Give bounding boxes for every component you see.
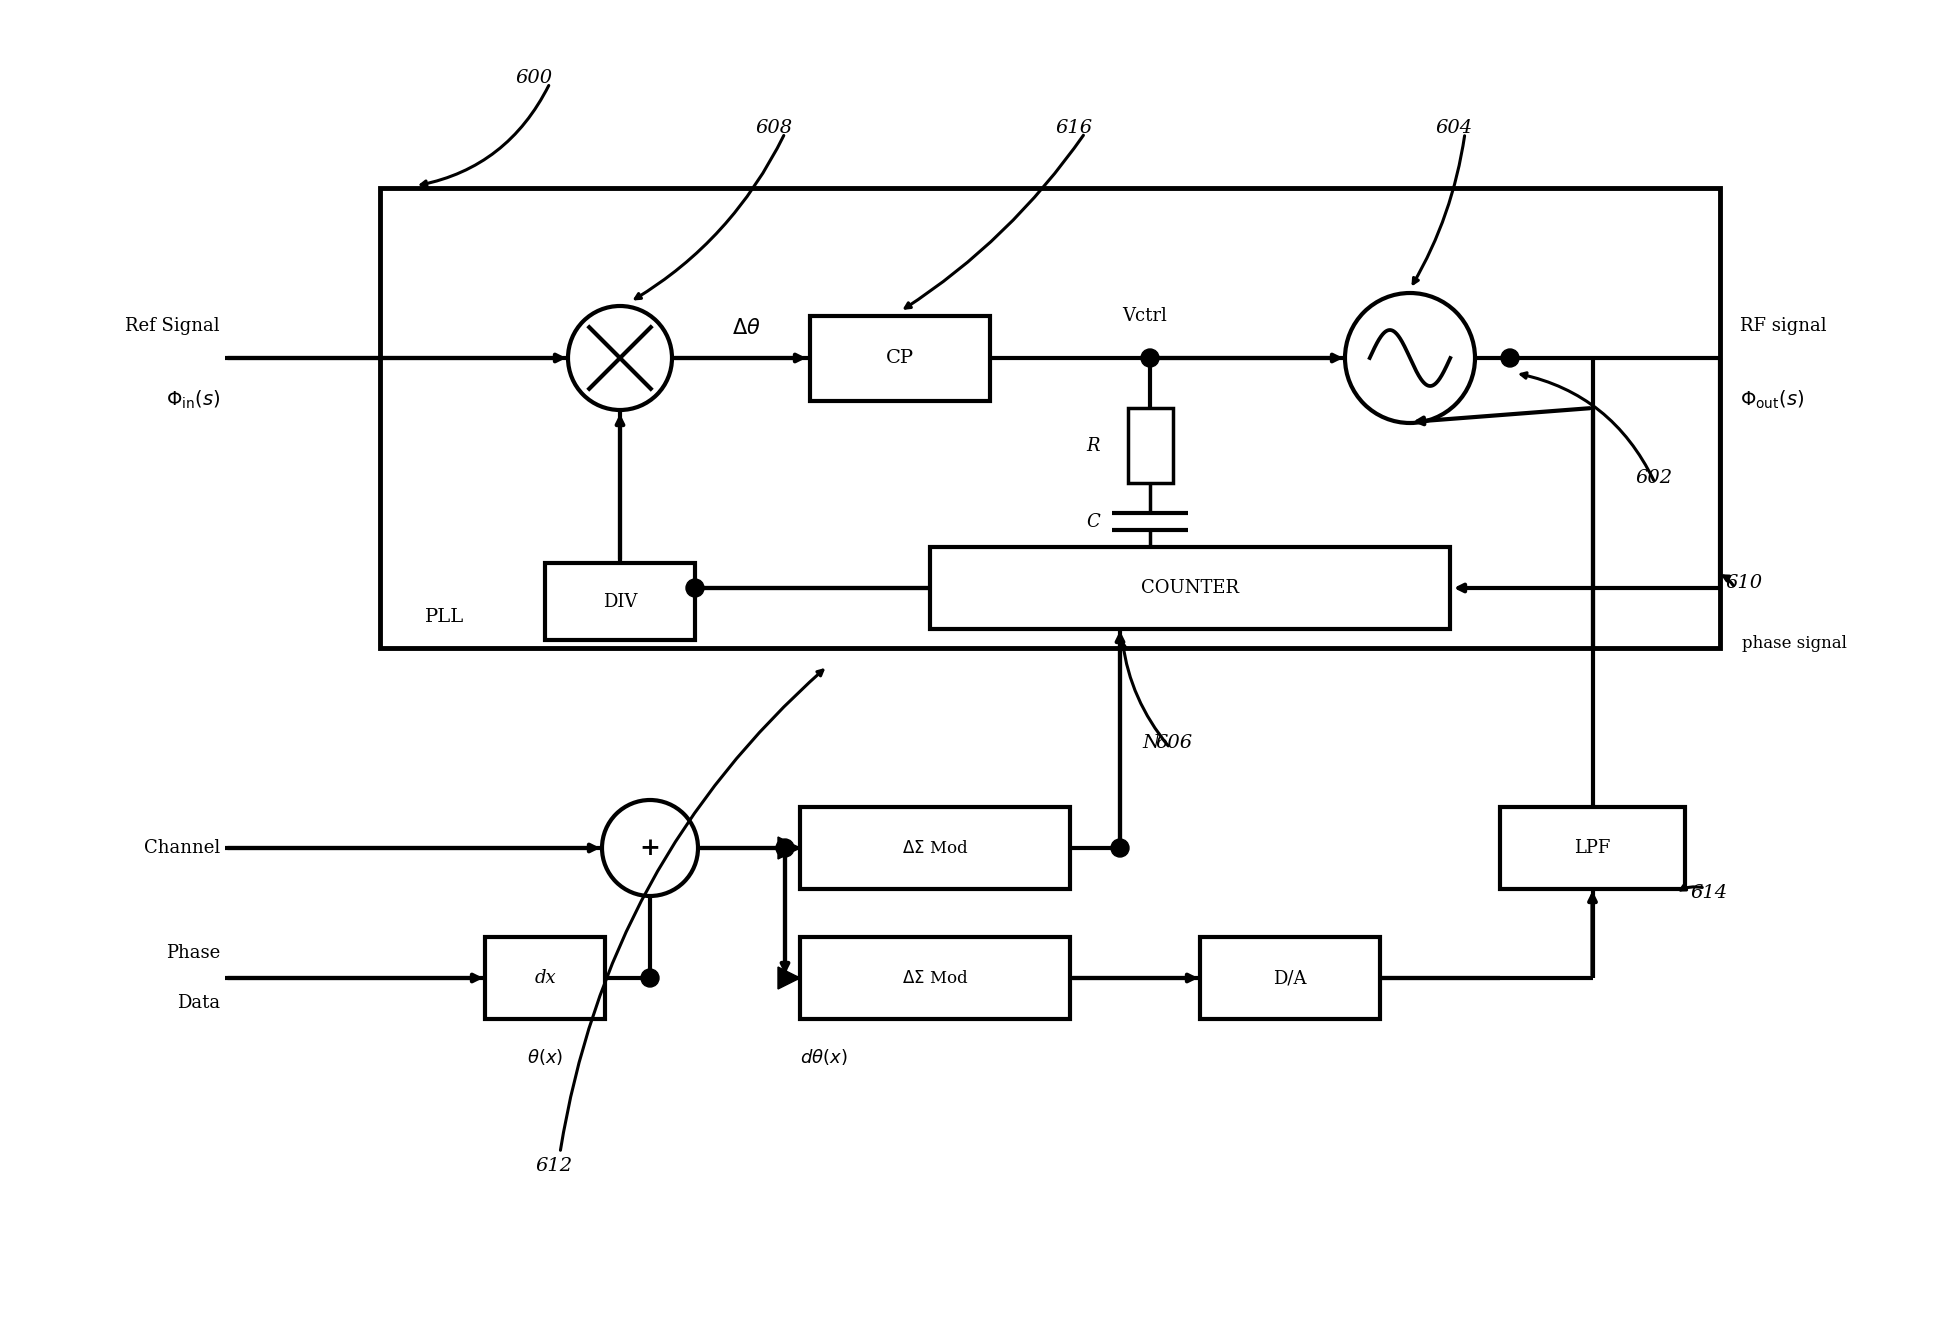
Text: RF signal: RF signal: [1740, 317, 1827, 334]
Text: 616: 616: [1055, 119, 1091, 136]
Text: COUNTER: COUNTER: [1142, 579, 1239, 597]
Text: DIV: DIV: [602, 593, 637, 610]
Bar: [800, 937, 1070, 1020]
Text: LPF: LPF: [1575, 839, 1610, 858]
Text: phase signal: phase signal: [1742, 634, 1847, 652]
Text: Ref Signal: Ref Signal: [126, 317, 219, 334]
Bar: [381, 189, 1721, 648]
Bar: [546, 563, 695, 640]
Bar: [1499, 807, 1686, 888]
Circle shape: [567, 306, 672, 409]
Text: CP: CP: [886, 349, 915, 367]
Polygon shape: [779, 838, 800, 859]
Text: $\Phi_{\rm out}(s)$: $\Phi_{\rm out}(s)$: [1740, 389, 1804, 411]
Circle shape: [686, 579, 705, 597]
Circle shape: [1111, 839, 1128, 858]
Text: $d\theta(x)$: $d\theta(x)$: [800, 1048, 847, 1066]
Text: R: R: [1086, 436, 1099, 455]
Bar: [930, 547, 1451, 629]
Bar: [810, 316, 990, 400]
Text: Phase: Phase: [165, 945, 219, 962]
Circle shape: [641, 969, 658, 987]
Text: 600: 600: [515, 70, 552, 87]
Circle shape: [777, 839, 794, 858]
Circle shape: [1501, 349, 1519, 367]
Bar: [1128, 408, 1173, 483]
Text: 606: 606: [1155, 735, 1192, 752]
Bar: [1200, 937, 1381, 1020]
Text: PLL: PLL: [425, 607, 464, 626]
Polygon shape: [779, 967, 800, 989]
Text: 614: 614: [1690, 884, 1726, 902]
Circle shape: [1346, 293, 1476, 423]
Text: 602: 602: [1635, 470, 1672, 487]
Text: Data: Data: [177, 994, 219, 1012]
Text: Vctrl: Vctrl: [1122, 306, 1167, 325]
Text: 604: 604: [1435, 119, 1472, 136]
Text: 612: 612: [534, 1157, 573, 1175]
Text: C: C: [1086, 512, 1099, 530]
Text: D/A: D/A: [1274, 969, 1307, 987]
Text: $\theta(x)$: $\theta(x)$: [526, 1048, 563, 1066]
Bar: [486, 937, 606, 1020]
Text: 610: 610: [1724, 574, 1761, 591]
Text: $\Phi_{\rm in}(s)$: $\Phi_{\rm in}(s)$: [165, 389, 219, 411]
Text: +: +: [639, 836, 660, 860]
Text: dx: dx: [534, 969, 555, 987]
Text: $\Delta\theta$: $\Delta\theta$: [732, 318, 761, 339]
Text: 608: 608: [755, 119, 792, 136]
Text: $\Delta\Sigma$ Mod: $\Delta\Sigma$ Mod: [901, 839, 969, 856]
Text: $\Delta\Sigma$ Mod: $\Delta\Sigma$ Mod: [901, 970, 969, 986]
Circle shape: [602, 800, 697, 896]
Text: N: N: [1142, 735, 1159, 752]
Circle shape: [1142, 349, 1159, 367]
Bar: [800, 807, 1070, 888]
Text: Channel: Channel: [144, 839, 219, 858]
